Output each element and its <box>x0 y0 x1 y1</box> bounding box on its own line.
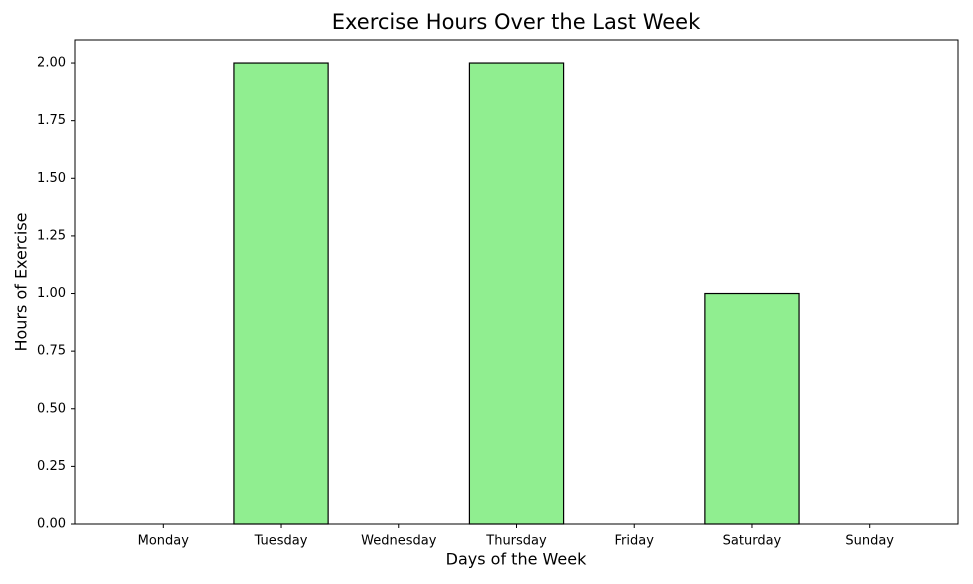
y-tick-label: 0.75 <box>37 344 66 359</box>
bar <box>233 62 329 525</box>
y-tick-label: 1.00 <box>37 286 66 301</box>
y-axis-label: Hours of Exercise <box>12 212 31 351</box>
y-tick-label: 0.50 <box>37 401 66 416</box>
x-tick-label: Tuesday <box>254 534 308 549</box>
chart-title: Exercise Hours Over the Last Week <box>332 10 701 34</box>
x-tick-label: Monday <box>138 534 190 549</box>
y-tick-label: 2.00 <box>37 56 66 71</box>
x-tick-label: Saturday <box>723 534 782 549</box>
y-tick-label: 0.25 <box>37 459 66 474</box>
x-tick-label: Friday <box>615 534 655 549</box>
x-axis-label: Days of the Week <box>446 550 587 569</box>
x-tick-label: Thursday <box>485 534 547 549</box>
y-tick-label: 0.00 <box>37 517 66 532</box>
x-tick-label: Wednesday <box>361 534 437 549</box>
bar <box>468 62 565 525</box>
x-tick-label: Sunday <box>845 534 894 549</box>
plot-frame <box>74 39 959 525</box>
y-tick-label: 1.50 <box>37 171 66 186</box>
y-tick-label: 1.25 <box>37 228 66 243</box>
bar <box>704 292 800 525</box>
y-tick-label: 1.75 <box>37 113 66 128</box>
